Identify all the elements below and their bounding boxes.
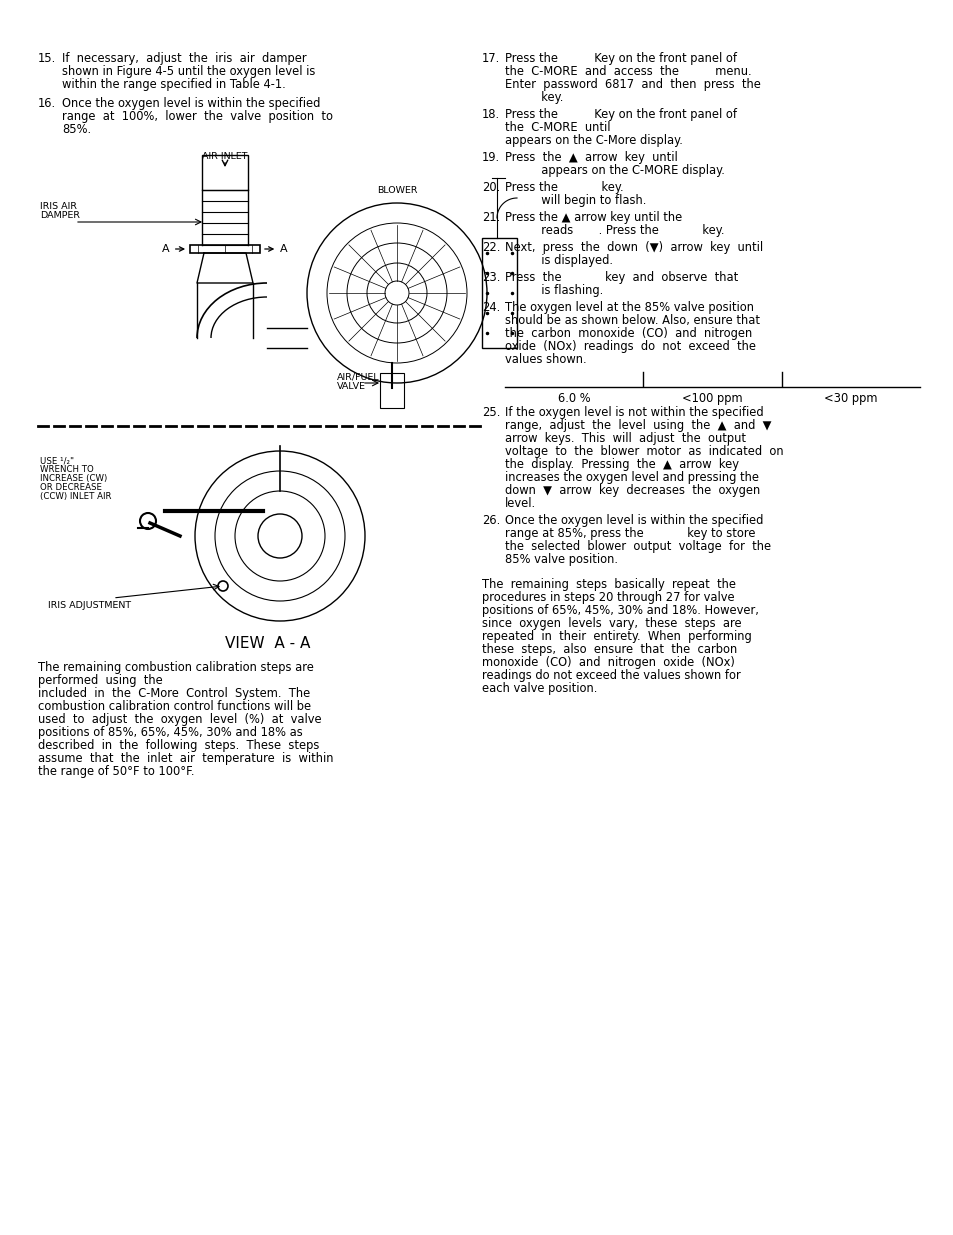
Text: used  to  adjust  the  oxygen  level  (%)  at  valve: used to adjust the oxygen level (%) at v… xyxy=(38,713,321,726)
Text: 18.: 18. xyxy=(481,107,499,121)
Text: appears on the C-More display.: appears on the C-More display. xyxy=(504,135,682,147)
Text: appears on the C-MORE display.: appears on the C-MORE display. xyxy=(504,164,724,177)
Text: The remaining combustion calibration steps are: The remaining combustion calibration ste… xyxy=(38,661,314,674)
Text: 25.: 25. xyxy=(481,406,500,419)
Text: 16.: 16. xyxy=(38,98,56,110)
Text: readings do not exceed the values shown for: readings do not exceed the values shown … xyxy=(481,669,740,682)
Text: increases the oxygen level and pressing the: increases the oxygen level and pressing … xyxy=(504,471,759,484)
Text: reads       . Press the            key.: reads . Press the key. xyxy=(504,224,723,237)
Text: level.: level. xyxy=(504,496,536,510)
Text: within the range specified in Table 4-1.: within the range specified in Table 4-1. xyxy=(62,78,286,91)
Text: positions of 85%, 65%, 45%, 30% and 18% as: positions of 85%, 65%, 45%, 30% and 18% … xyxy=(38,726,302,739)
Text: VALVE: VALVE xyxy=(336,382,366,391)
Text: A: A xyxy=(265,245,287,254)
Text: 20.: 20. xyxy=(481,182,499,194)
Text: combustion calibration control functions will be: combustion calibration control functions… xyxy=(38,700,311,713)
Text: repeated  in  their  entirety.  When  performing: repeated in their entirety. When perform… xyxy=(481,630,751,643)
Text: key.: key. xyxy=(504,91,563,104)
Text: range at 85%, press the            key to store: range at 85%, press the key to store xyxy=(504,527,755,540)
Text: Once the oxygen level is within the specified: Once the oxygen level is within the spec… xyxy=(504,514,762,527)
Text: The oxygen level at the 85% valve position: The oxygen level at the 85% valve positi… xyxy=(504,301,753,314)
Text: is flashing.: is flashing. xyxy=(504,284,602,296)
Text: USE ¹/₂": USE ¹/₂" xyxy=(40,456,74,466)
Text: Press the            key.: Press the key. xyxy=(504,182,623,194)
Text: 15.: 15. xyxy=(38,52,56,65)
Text: 21.: 21. xyxy=(481,211,499,224)
Bar xyxy=(190,245,260,253)
Text: <30 ppm: <30 ppm xyxy=(823,391,877,405)
Text: 23.: 23. xyxy=(481,270,500,284)
Text: performed  using  the: performed using the xyxy=(38,674,163,687)
Text: 22.: 22. xyxy=(481,241,500,254)
Text: 26.: 26. xyxy=(481,514,499,527)
Text: oxide  (NOx)  readings  do  not  exceed  the: oxide (NOx) readings do not exceed the xyxy=(504,340,755,353)
Text: the  C-MORE  until: the C-MORE until xyxy=(504,121,610,135)
Text: should be as shown below. Also, ensure that: should be as shown below. Also, ensure t… xyxy=(504,314,760,327)
Text: VIEW  A - A: VIEW A - A xyxy=(225,636,310,651)
Text: the  selected  blower  output  voltage  for  the: the selected blower output voltage for t… xyxy=(504,540,770,553)
Text: voltage  to  the  blower  motor  as  indicated  on: voltage to the blower motor as indicated… xyxy=(504,445,782,458)
Text: AIR/FUEL: AIR/FUEL xyxy=(336,373,379,382)
Bar xyxy=(379,373,403,408)
Text: Once the oxygen level is within the specified: Once the oxygen level is within the spec… xyxy=(62,98,320,110)
Text: 19.: 19. xyxy=(481,151,499,164)
Text: IRIS ADJUSTMENT: IRIS ADJUSTMENT xyxy=(48,601,131,610)
Text: BLOWER: BLOWER xyxy=(376,186,416,195)
Text: will begin to flash.: will begin to flash. xyxy=(504,194,646,207)
Text: range,  adjust  the  level  using  the  ▲  and  ▼: range, adjust the level using the ▲ and … xyxy=(504,419,771,432)
Text: the  carbon  monoxide  (CO)  and  nitrogen: the carbon monoxide (CO) and nitrogen xyxy=(504,327,752,340)
Text: Press the ▲ arrow key until the: Press the ▲ arrow key until the xyxy=(504,211,681,224)
Text: range  at  100%,  lower  the  valve  position  to: range at 100%, lower the valve position … xyxy=(62,110,333,124)
Text: the  C-MORE  and  access  the          menu.: the C-MORE and access the menu. xyxy=(504,65,751,78)
Text: AIR INLET: AIR INLET xyxy=(202,152,248,161)
Text: WRENCH TO: WRENCH TO xyxy=(40,466,93,474)
Text: Press the          Key on the front panel of: Press the Key on the front panel of xyxy=(504,52,737,65)
Text: described  in  the  following  steps.  These  steps: described in the following steps. These … xyxy=(38,739,319,752)
Text: down  ▼  arrow  key  decreases  the  oxygen: down ▼ arrow key decreases the oxygen xyxy=(504,484,760,496)
Text: 24.: 24. xyxy=(481,301,499,314)
Text: each valve position.: each valve position. xyxy=(481,682,597,695)
Text: 17.: 17. xyxy=(481,52,499,65)
Text: values shown.: values shown. xyxy=(504,353,586,366)
Text: Next,  press  the  down  (▼)  arrow  key  until: Next, press the down (▼) arrow key until xyxy=(504,241,762,254)
Text: Press  the            key  and  observe  that: Press the key and observe that xyxy=(504,270,738,284)
Text: Enter  password  6817  and  then  press  the: Enter password 6817 and then press the xyxy=(504,78,760,91)
Text: 6.0 %: 6.0 % xyxy=(558,391,590,405)
Text: The  remaining  steps  basically  repeat  the: The remaining steps basically repeat the xyxy=(481,578,735,592)
Text: is displayed.: is displayed. xyxy=(504,254,613,267)
Text: 85% valve position.: 85% valve position. xyxy=(504,553,618,566)
Text: shown in Figure 4-5 until the oxygen level is: shown in Figure 4-5 until the oxygen lev… xyxy=(62,65,315,78)
Text: DAMPER: DAMPER xyxy=(40,211,80,220)
Text: monoxide  (CO)  and  nitrogen  oxide  (NOx): monoxide (CO) and nitrogen oxide (NOx) xyxy=(481,656,734,669)
Text: positions of 65%, 45%, 30% and 18%. However,: positions of 65%, 45%, 30% and 18%. Howe… xyxy=(481,604,758,618)
Text: OR DECREASE: OR DECREASE xyxy=(40,483,102,492)
Text: the range of 50°F to 100°F.: the range of 50°F to 100°F. xyxy=(38,764,194,778)
Text: <100 ppm: <100 ppm xyxy=(681,391,742,405)
Text: IRIS AIR: IRIS AIR xyxy=(40,203,77,211)
Text: procedures in steps 20 through 27 for valve: procedures in steps 20 through 27 for va… xyxy=(481,592,734,604)
Text: (CCW) INLET AIR: (CCW) INLET AIR xyxy=(40,492,112,501)
Text: these  steps,  also  ensure  that  the  carbon: these steps, also ensure that the carbon xyxy=(481,643,737,656)
Text: since  oxygen  levels  vary,  these  steps  are: since oxygen levels vary, these steps ar… xyxy=(481,618,740,630)
Text: Press the          Key on the front panel of: Press the Key on the front panel of xyxy=(504,107,737,121)
Text: the  display.  Pressing  the  ▲  arrow  key: the display. Pressing the ▲ arrow key xyxy=(504,458,739,471)
Text: Press  the  ▲  arrow  key  until: Press the ▲ arrow key until xyxy=(504,151,677,164)
Text: 85%.: 85%. xyxy=(62,124,91,136)
Text: arrow  keys.  This  will  adjust  the  output: arrow keys. This will adjust the output xyxy=(504,432,745,445)
Bar xyxy=(202,156,248,190)
Text: INCREASE (CW): INCREASE (CW) xyxy=(40,474,107,483)
Text: included  in  the  C-More  Control  System.  The: included in the C-More Control System. T… xyxy=(38,687,310,700)
Text: If the oxygen level is not within the specified: If the oxygen level is not within the sp… xyxy=(504,406,762,419)
Text: assume  that  the  inlet  air  temperature  is  within: assume that the inlet air temperature is… xyxy=(38,752,334,764)
Bar xyxy=(481,238,517,348)
Text: A: A xyxy=(162,245,184,254)
Text: If  necessary,  adjust  the  iris  air  damper: If necessary, adjust the iris air damper xyxy=(62,52,306,65)
